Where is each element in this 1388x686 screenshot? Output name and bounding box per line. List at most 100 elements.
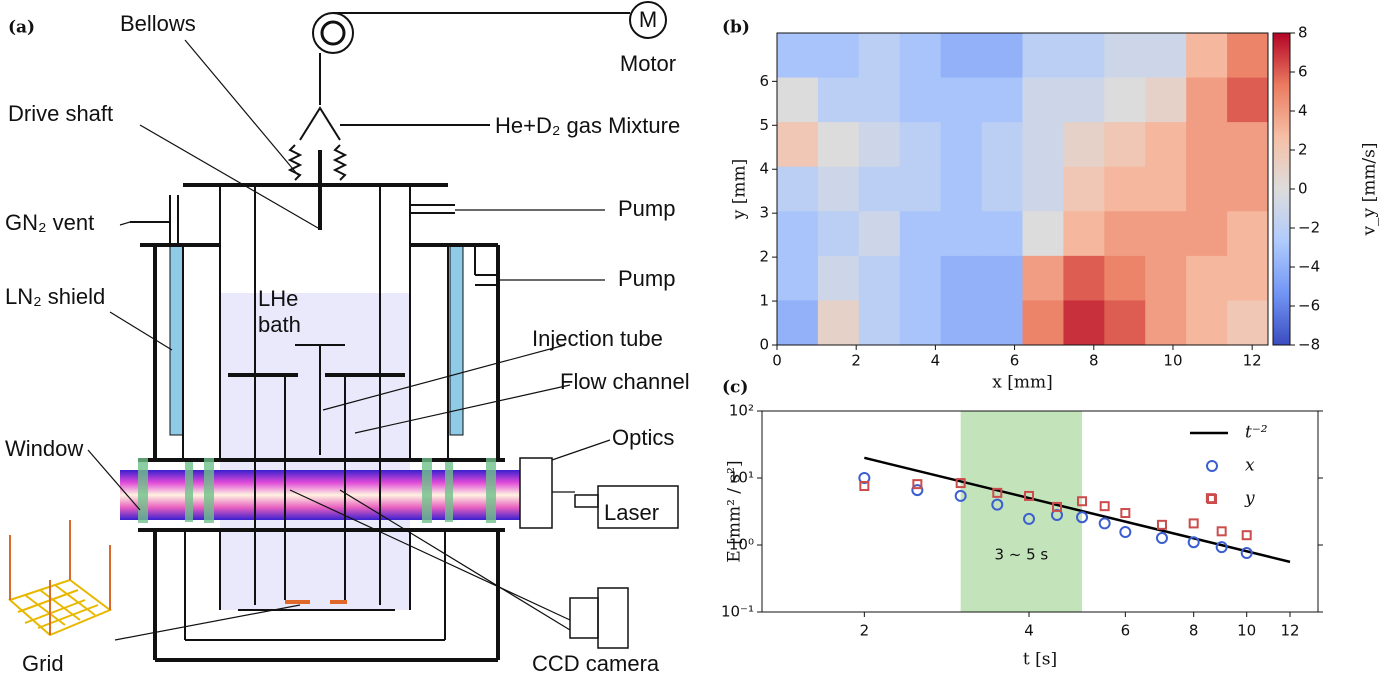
cell	[817, 166, 860, 212]
point	[992, 487, 1003, 498]
y-tick-label: 2	[759, 248, 769, 266]
ln2-shield	[449, 244, 464, 436]
colorbar-tick-label: −2	[1298, 219, 1320, 237]
laser-beam	[120, 470, 520, 520]
legend-label: t⁻²	[1245, 423, 1268, 443]
cell	[1227, 33, 1269, 79]
cell	[817, 33, 860, 79]
cell	[940, 300, 983, 346]
cell	[1022, 300, 1064, 346]
cell	[1186, 166, 1228, 212]
cell	[1227, 255, 1269, 301]
point	[1051, 501, 1062, 512]
cell	[1227, 122, 1269, 168]
point	[1207, 494, 1217, 504]
point	[1215, 541, 1228, 554]
label: LN₂ shield	[5, 284, 105, 309]
cell	[1022, 166, 1064, 212]
cell	[1104, 77, 1146, 123]
spool	[320, 20, 346, 46]
point	[991, 498, 1004, 511]
x-tick-label: 12	[1280, 622, 1299, 640]
x-tick-label: 8	[1189, 622, 1199, 640]
point	[1240, 546, 1253, 559]
point	[1120, 508, 1131, 519]
inner-walls	[130, 12, 630, 641]
cell	[817, 211, 860, 257]
x-tick-label: 8	[1089, 352, 1099, 370]
label: Laser	[604, 500, 659, 525]
leader-lines	[87, 39, 611, 641]
cell	[1227, 211, 1269, 257]
y-tick-label: 1	[759, 292, 769, 310]
cell	[1022, 211, 1064, 257]
cell	[817, 300, 860, 346]
colorbar-tick-label: 4	[1298, 102, 1308, 120]
y-axis-label: y [mm]	[730, 159, 750, 221]
spool	[312, 12, 354, 54]
grid-bars	[285, 600, 347, 604]
plot-frame	[776, 32, 1269, 346]
cell	[981, 211, 1023, 257]
point	[912, 479, 923, 490]
cell	[817, 77, 860, 123]
label: Injection tube	[532, 326, 663, 351]
panel-label: (c)	[722, 378, 748, 398]
cell	[1063, 166, 1105, 212]
cell	[1104, 211, 1146, 257]
cell	[777, 300, 819, 346]
cell	[1063, 211, 1105, 257]
y-tick-label: 5	[759, 116, 769, 134]
cell	[1145, 300, 1187, 346]
cell	[1227, 77, 1269, 123]
cell	[1063, 33, 1105, 79]
cell	[981, 255, 1023, 301]
cell	[1145, 255, 1187, 301]
cell	[858, 33, 901, 79]
cell	[1145, 211, 1187, 257]
cell	[1186, 33, 1228, 79]
cell	[1186, 255, 1228, 301]
panel-labels: (a) (b) (c)	[8, 18, 750, 398]
cell	[1022, 255, 1064, 301]
cell	[1063, 77, 1105, 123]
y-tick-label: 0	[759, 336, 769, 354]
cell	[1022, 77, 1064, 123]
point	[1023, 512, 1036, 525]
cell	[940, 166, 983, 212]
point	[1098, 517, 1111, 530]
label: M	[639, 7, 657, 32]
cell	[777, 211, 819, 257]
point	[858, 472, 871, 484]
point	[1241, 530, 1252, 541]
y-tick-label: 10⁻¹	[721, 603, 754, 621]
point	[955, 478, 966, 489]
cell	[777, 166, 819, 212]
cell	[777, 77, 819, 123]
point	[1206, 460, 1218, 472]
x-tick-label: 6	[1121, 622, 1131, 640]
x-tick-label: 4	[931, 352, 941, 370]
point	[1156, 519, 1167, 530]
y-tick-label: 10⁰	[729, 536, 754, 554]
cell	[777, 33, 819, 79]
legend-label: y	[1244, 489, 1255, 509]
point	[1077, 496, 1088, 507]
motor	[629, 1, 667, 39]
cell	[1145, 77, 1187, 123]
cell	[1104, 122, 1146, 168]
apparatus-diagram: Bellows M Motor Drive shaft He+D₂ gas Mi…	[5, 1, 690, 676]
y-axis-label: E [mm² / s²]	[725, 460, 745, 562]
cell	[858, 255, 901, 301]
point	[1099, 501, 1110, 512]
point	[1188, 518, 1199, 529]
x-tick-label: 12	[1243, 352, 1262, 370]
cell	[1022, 33, 1064, 79]
cell	[1063, 300, 1105, 346]
label: GN₂ vent	[5, 210, 94, 235]
highlight-span	[960, 411, 1083, 612]
colorbar-tick-label: 2	[1298, 141, 1308, 159]
label: Window	[5, 436, 83, 461]
point	[1187, 536, 1200, 549]
